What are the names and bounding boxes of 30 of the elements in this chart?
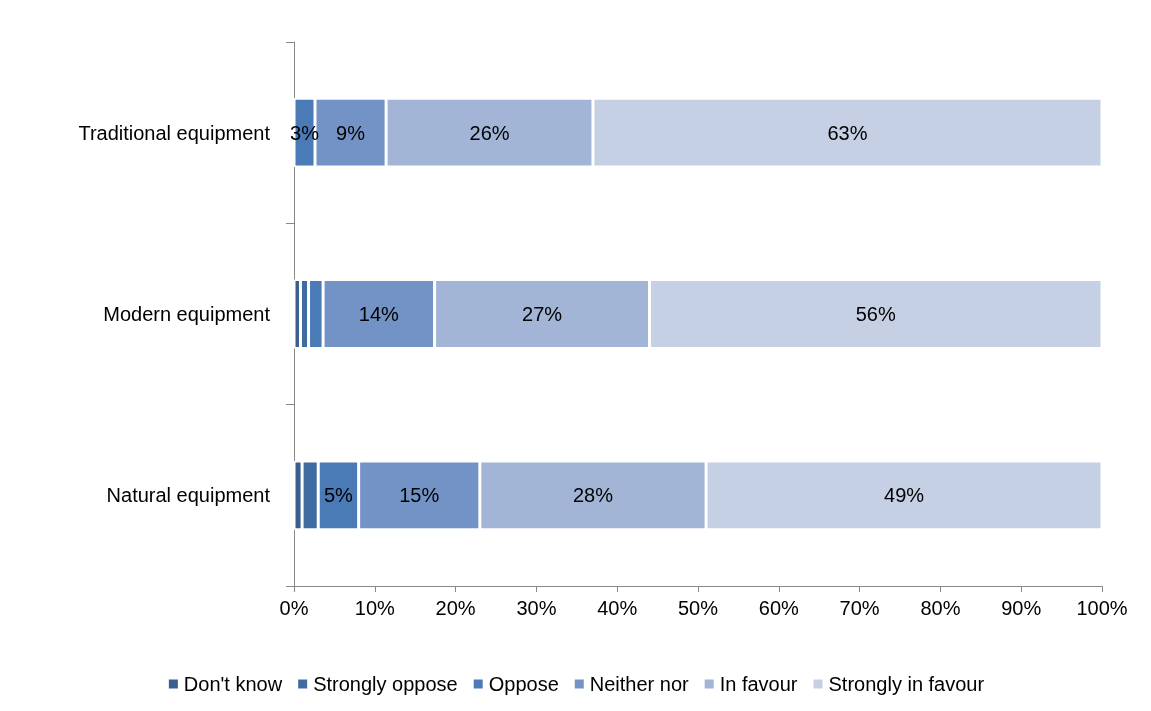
data-label: 9%	[336, 121, 366, 144]
data-label: 27%	[522, 303, 563, 325]
legend-label: Neither nor	[589, 673, 690, 695]
data-label: 26%	[469, 121, 510, 144]
y-tick-label: Modern equipment	[103, 303, 271, 325]
x-tick-label: 70%	[839, 597, 880, 619]
x-tick-label: 20%	[435, 597, 476, 619]
data-label: 5%	[323, 484, 354, 507]
data-label: 63%	[827, 121, 868, 144]
x-tick-label: 10%	[354, 597, 396, 619]
x-tick-label: 100%	[1076, 597, 1128, 619]
legend-label: Strongly oppose	[313, 673, 458, 695]
x-tick-label: 30%	[516, 597, 557, 619]
x-tick-label: 90%	[1001, 597, 1042, 619]
legend-label: Oppose	[488, 673, 559, 695]
x-tick-label: 50%	[677, 597, 719, 619]
data-label: 56%	[855, 303, 896, 325]
x-tick-label: 60%	[758, 597, 800, 619]
y-tick-label: Natural equipment	[106, 484, 271, 507]
x-tick-label: 80%	[920, 597, 961, 619]
x-tick-label: 0%	[279, 597, 309, 619]
x-tick-label: 40%	[597, 597, 638, 619]
data-label: 49%	[884, 484, 925, 507]
legend-label: Don't know	[183, 673, 283, 695]
legend-label: In favour	[719, 673, 798, 695]
y-tick-label: Traditional equipment	[78, 121, 271, 144]
data-label: 15%	[399, 484, 440, 507]
data-label: 14%	[358, 303, 400, 325]
legend-label: Strongly in favour	[828, 673, 985, 695]
data-label: 28%	[572, 484, 614, 507]
